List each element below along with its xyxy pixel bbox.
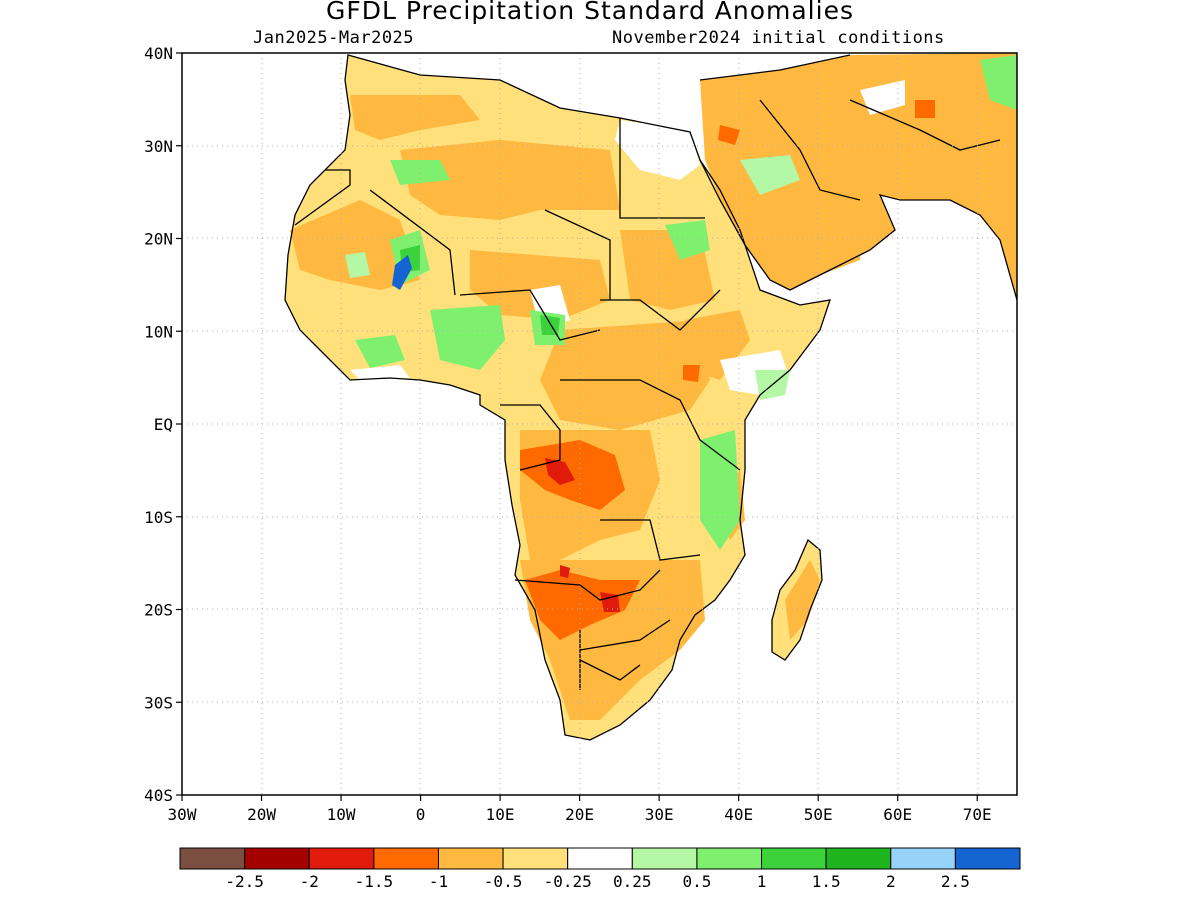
colorbar-swatch <box>567 847 633 870</box>
lat-tick-label: EQ <box>154 415 173 434</box>
chart-title: GFDL Precipitation Standard Anomalies <box>326 0 854 25</box>
lon-tick-label: 30E <box>645 805 674 824</box>
lon-tick-label: 10W <box>327 805 356 824</box>
lon-tick-label: 30W <box>168 805 197 824</box>
lon-tick-label: 10E <box>486 805 515 824</box>
lon-tick-label: 0 <box>416 805 426 824</box>
colorbar-swatch <box>437 847 504 870</box>
lat-tick-label: 10N <box>144 322 173 341</box>
anomaly-extreme-below-normal <box>545 458 620 612</box>
colorbar-swatch <box>890 847 956 870</box>
colorbar-swatch <box>761 847 827 870</box>
colorbar-label: 1.5 <box>812 872 841 891</box>
colorbar: -2.5 -2 -1.5 -1 -0.5 -0.25 0.25 0.5 1 1.5 2 2.5 <box>179 847 1021 891</box>
lat-tick-label: 40N <box>144 44 173 63</box>
gridlines <box>182 53 1017 795</box>
europe-landmass <box>350 55 700 85</box>
colorbar-swatch <box>308 847 375 870</box>
coastlines-and-borders <box>284 54 1017 741</box>
colorbar-swatch <box>244 847 310 870</box>
map-area <box>284 53 1017 741</box>
colorbar-label: -0.25 <box>544 872 592 891</box>
lon-tick-label: 40E <box>724 805 753 824</box>
colorbar-swatch <box>631 847 698 870</box>
colorbar-swatch <box>373 847 439 870</box>
colorbar-label: 2.5 <box>941 872 970 891</box>
anomaly-much-below-normal <box>520 100 935 640</box>
lat-tick-label: 20N <box>144 230 173 249</box>
colorbar-label: -1.5 <box>355 872 394 891</box>
colorbar-label: -0.5 <box>484 872 523 891</box>
initial-conditions: November2024 initial conditions <box>612 28 945 48</box>
colorbar-swatch <box>179 847 246 870</box>
colorbar-label: 0.5 <box>682 872 711 891</box>
colorbar-label: 0.25 <box>613 872 652 891</box>
lat-tick-label: 10S <box>144 508 173 527</box>
colorbar-label: -1 <box>429 872 448 891</box>
lon-tick-label: 70E <box>963 805 992 824</box>
colorbar-swatch <box>954 847 1021 870</box>
colorbar-swatch <box>502 847 569 870</box>
lon-tick-label: 20E <box>565 805 594 824</box>
lat-tick-label: 20S <box>144 601 173 620</box>
lon-tick-label: 20W <box>247 805 276 824</box>
colorbar-swatch <box>825 847 892 870</box>
lon-tick-label: 60E <box>883 805 912 824</box>
longitude-axis: 30W 20W 10W 0 10E 20E 30E 40E 50E 60E 70E <box>168 795 992 824</box>
latitude-axis: 40N 30N 20N 10N EQ 10S 20S 30S 40S <box>144 44 182 805</box>
colorbar-label: 2 <box>886 872 896 891</box>
colorbar-label: 1 <box>757 872 767 891</box>
colorbar-swatch <box>696 847 763 870</box>
forecast-period: Jan2025-Mar2025 <box>253 28 415 48</box>
anomaly-extreme-above-normal <box>392 255 412 290</box>
lat-tick-label: 30N <box>144 137 173 156</box>
colorbar-label: -2 <box>300 872 319 891</box>
lon-tick-label: 50E <box>804 805 833 824</box>
lat-tick-label: 40S <box>144 786 173 805</box>
lat-tick-label: 30S <box>144 693 173 712</box>
colorbar-label: -2.5 <box>225 872 264 891</box>
